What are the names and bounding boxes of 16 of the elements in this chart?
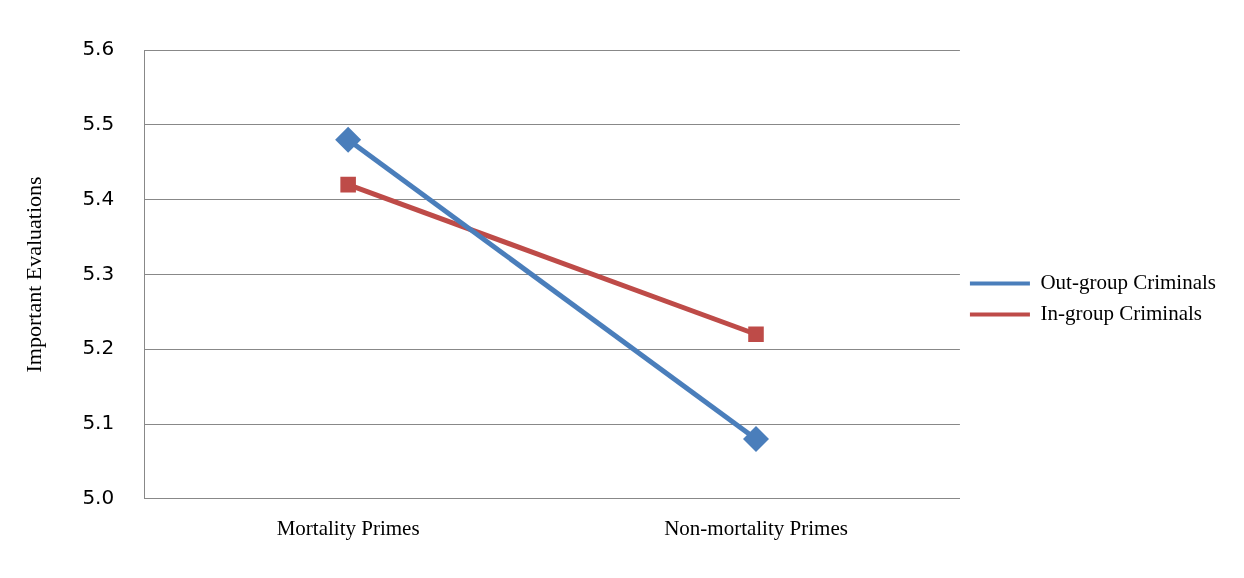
legend-label: In-group Criminals [1040,301,1202,326]
y-tick-label: 5.6 [82,36,115,61]
y-tick-label: 5.4 [82,185,115,210]
x-tick-label: Non-mortality Primes [664,515,848,540]
legend-label: Out-group Criminals [1040,270,1217,295]
point [743,425,769,452]
point [335,126,362,153]
y-tick-label: 5.1 [82,410,115,435]
y-axis-title: Important Evaluations [20,176,46,373]
y-tick-label: 5.3 [82,260,115,285]
y-tick-label: 5.2 [82,335,115,360]
point [340,176,356,193]
y-tick-label: 5.5 [82,111,115,135]
point [748,326,764,343]
x-tick-label: Mortality Primes [276,515,420,540]
y-tick-label: 5.0 [82,485,115,509]
